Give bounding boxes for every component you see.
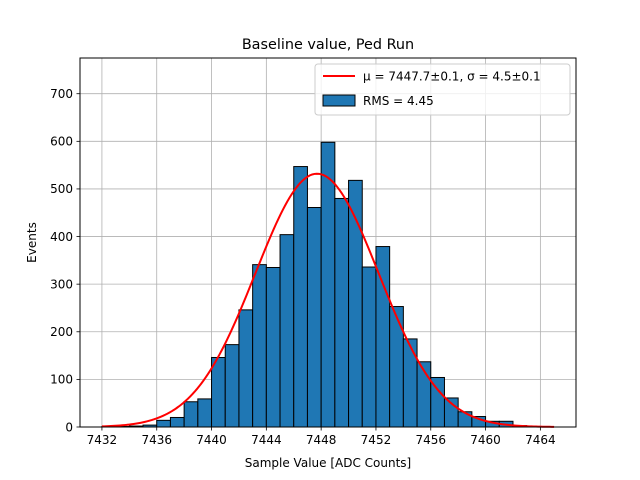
histogram-bar (183, 401, 199, 428)
x-tick-label: 7456 (415, 433, 446, 447)
chart-title: Baseline value, Ped Run (242, 37, 414, 53)
y-axis-label: Events (25, 222, 39, 263)
x-tick-label: 7464 (525, 433, 556, 447)
y-tick-label: 300 (50, 277, 73, 291)
histogram-bar (238, 309, 254, 428)
y-tick-label: 400 (50, 230, 73, 244)
y-tick-label: 600 (50, 135, 73, 149)
legend: μ = 7447.7±0.1, σ = 4.5±0.1 RMS = 4.45 (314, 63, 571, 116)
y-tick-label: 700 (50, 87, 73, 101)
histogram-bar (211, 356, 226, 428)
x-axis-label: Sample Value [ADC Counts] (245, 456, 411, 470)
x-tick-label: 7460 (470, 433, 501, 447)
histogram-bar (279, 234, 295, 428)
y-tick-label: 500 (50, 182, 73, 196)
x-axis-ticks: 7432 7436 7440 7444 7448 7452 7456 7460 7464 (87, 427, 556, 447)
histogram-bar (293, 166, 308, 428)
histogram-bar (252, 264, 267, 428)
x-tick-label: 7436 (141, 433, 172, 447)
histogram-bar (320, 141, 336, 428)
histogram-bar (402, 338, 418, 428)
histogram-bar (197, 398, 213, 428)
gaussian-fit-curve (101, 172, 555, 428)
x-tick-label: 7432 (87, 433, 118, 447)
x-tick-label: 7444 (251, 433, 282, 447)
histogram-bar (156, 419, 171, 428)
histogram-bar (334, 197, 350, 428)
histogram-bar (265, 266, 281, 428)
histogram-bar (457, 411, 473, 428)
legend-fit-label: μ = 7447.7±0.1, σ = 4.5±0.1 (363, 70, 541, 84)
histogram-bar (306, 207, 322, 428)
y-tick-label: 100 (50, 373, 73, 387)
plot-frame (79, 57, 577, 428)
legend-box (314, 63, 571, 116)
histogram-bar (361, 266, 377, 428)
x-tick-label: 7448 (306, 433, 337, 447)
x-tick-label: 7452 (361, 433, 392, 447)
y-axis-ticks: 0 100 200 300 400 500 600 700 (50, 87, 80, 434)
histogram-bars (101, 141, 541, 428)
legend-rms-label: RMS = 4.45 (363, 94, 434, 108)
histogram-bar (389, 306, 404, 428)
y-tick-label: 0 (65, 420, 73, 434)
y-tick-label: 200 (50, 325, 73, 339)
x-tick-label: 7440 (196, 433, 227, 447)
histogram-bar (224, 344, 240, 428)
legend-rms-swatch (322, 94, 356, 107)
histogram-bar (169, 416, 185, 428)
